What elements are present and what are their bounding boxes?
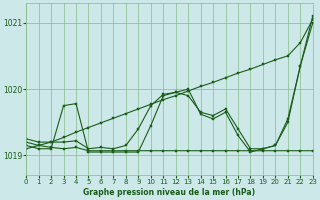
X-axis label: Graphe pression niveau de la mer (hPa): Graphe pression niveau de la mer (hPa) xyxy=(84,188,256,197)
